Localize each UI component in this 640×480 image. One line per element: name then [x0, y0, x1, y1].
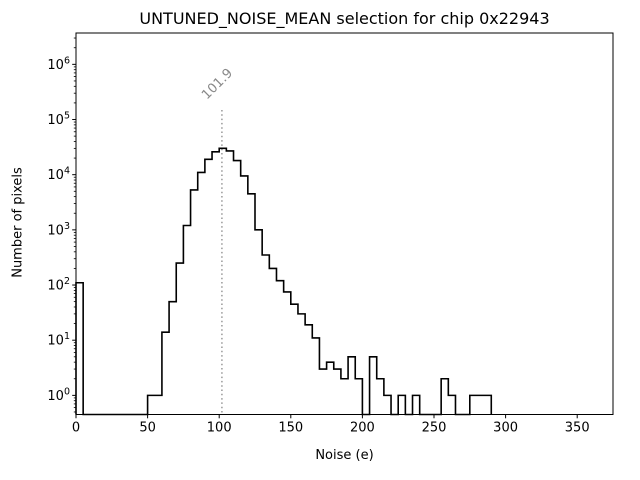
- y-axis-label-wrap: Number of pixels: [11, 73, 26, 373]
- y-tick-label: 106: [47, 55, 70, 73]
- plot-frame: [75, 32, 614, 415]
- x-tick-label: 350: [565, 421, 590, 436]
- histogram-series: [75, 147, 493, 416]
- y-tick-label: 101: [47, 331, 70, 349]
- x-tick-label: 0: [72, 421, 80, 436]
- x-tick-label: 100: [207, 421, 232, 436]
- y-axis-label: Number of pixels: [10, 167, 26, 278]
- y-tick-label: 105: [47, 111, 70, 129]
- x-axis-ticks: 0 50 100 150 200 250 300 350: [72, 414, 590, 436]
- y-axis-ticks: 100 101 102 103 104 105 106: [47, 37, 76, 413]
- x-tick-label: 300: [493, 421, 518, 436]
- x-tick-label: 250: [422, 421, 447, 436]
- x-axis-label: Noise (e): [315, 448, 374, 463]
- x-tick-label: 50: [139, 421, 156, 436]
- y-tick-label: 103: [47, 221, 70, 239]
- x-tick-label: 200: [350, 421, 375, 436]
- y-tick-label: 100: [47, 386, 70, 404]
- y-tick-label: 102: [47, 276, 70, 294]
- mean-marker-label: 101.9: [199, 66, 236, 103]
- chart-title: UNTUNED_NOISE_MEAN selection for chip 0x…: [139, 9, 550, 28]
- x-tick-label: 150: [278, 421, 303, 436]
- y-tick-label: 104: [47, 166, 70, 184]
